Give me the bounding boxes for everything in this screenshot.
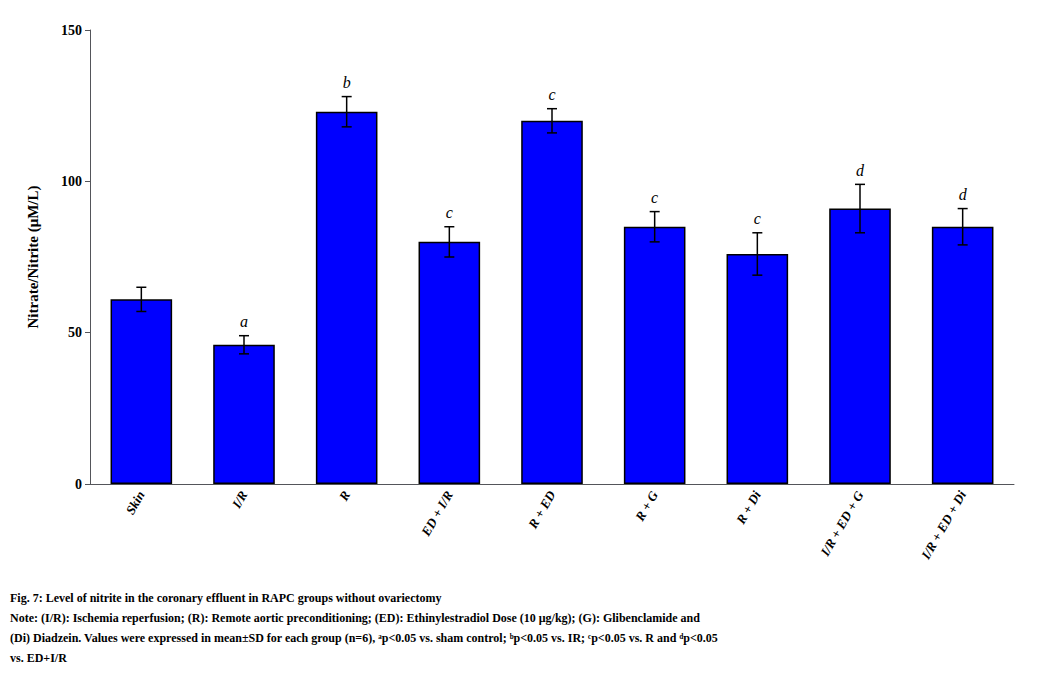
svg-text:I/R: I/R — [228, 488, 250, 512]
svg-text:c: c — [754, 210, 761, 227]
svg-text:R + G: R + G — [632, 488, 662, 525]
svg-text:Nitrate/Nitrite (μM/L): Nitrate/Nitrite (μM/L) — [25, 185, 42, 328]
svg-text:I/R + ED + Di: I/R + ED + Di — [918, 488, 970, 563]
svg-text:Note: (I/R): Ischemia reperfus: Note: (I/R): Ischemia reperfusion; (R): … — [10, 611, 700, 625]
svg-text:100: 100 — [61, 174, 82, 189]
svg-text:150: 150 — [61, 23, 82, 38]
svg-text:Skin: Skin — [123, 488, 148, 517]
svg-text:Fig. 7: Level of nitrite in th: Fig. 7: Level of nitrite in the coronary… — [10, 591, 442, 605]
svg-text:R + Di: R + Di — [733, 488, 764, 527]
svg-text:c: c — [651, 189, 658, 206]
svg-text:R: R — [335, 488, 353, 504]
svg-text:a: a — [240, 313, 248, 330]
svg-text:50: 50 — [68, 325, 82, 340]
svg-text:0: 0 — [75, 477, 82, 492]
svg-text:I/R + ED + G: I/R + ED + G — [817, 488, 867, 560]
svg-text:R + ED: R + ED — [525, 488, 559, 532]
svg-text:b: b — [343, 74, 351, 91]
svg-text:c: c — [446, 204, 453, 221]
svg-text:c: c — [548, 86, 555, 103]
svg-text:vs. ED+I/R: vs. ED+I/R — [10, 651, 67, 665]
svg-text:d: d — [959, 186, 968, 203]
svg-text:ED + I/R: ED + I/R — [418, 488, 456, 539]
svg-text:d: d — [856, 162, 865, 179]
svg-text:(Di) Diadzein. Values were exp: (Di) Diadzein. Values were expressed in … — [10, 631, 718, 645]
